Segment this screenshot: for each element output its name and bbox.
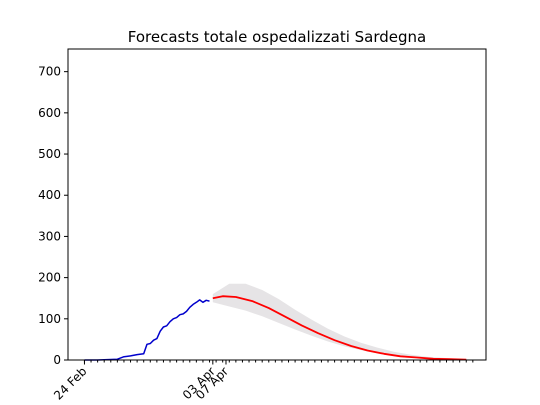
confidence-band-layer [212, 283, 467, 360]
plot-area-frame [67, 48, 487, 361]
y-tick-label-600: 600 [38, 106, 61, 120]
y-tick-label-700: 700 [38, 65, 61, 79]
forecast-confidence-band [212, 283, 467, 360]
y-tick-label-500: 500 [38, 147, 61, 161]
series-line-layer [84, 295, 467, 361]
observed-series-line [84, 299, 210, 361]
y-tick-label-100: 100 [38, 312, 61, 326]
y-tick-label-0: 0 [53, 353, 61, 367]
y-tick-label-300: 300 [38, 229, 61, 243]
x-tick-label: 24 Feb [51, 364, 89, 402]
chart-title: Forecasts totale ospedalizzati Sardegna [128, 28, 426, 46]
y-tick-label-200: 200 [38, 271, 61, 285]
y-tick-label-400: 400 [38, 188, 61, 202]
forecast-series-line [212, 295, 467, 361]
